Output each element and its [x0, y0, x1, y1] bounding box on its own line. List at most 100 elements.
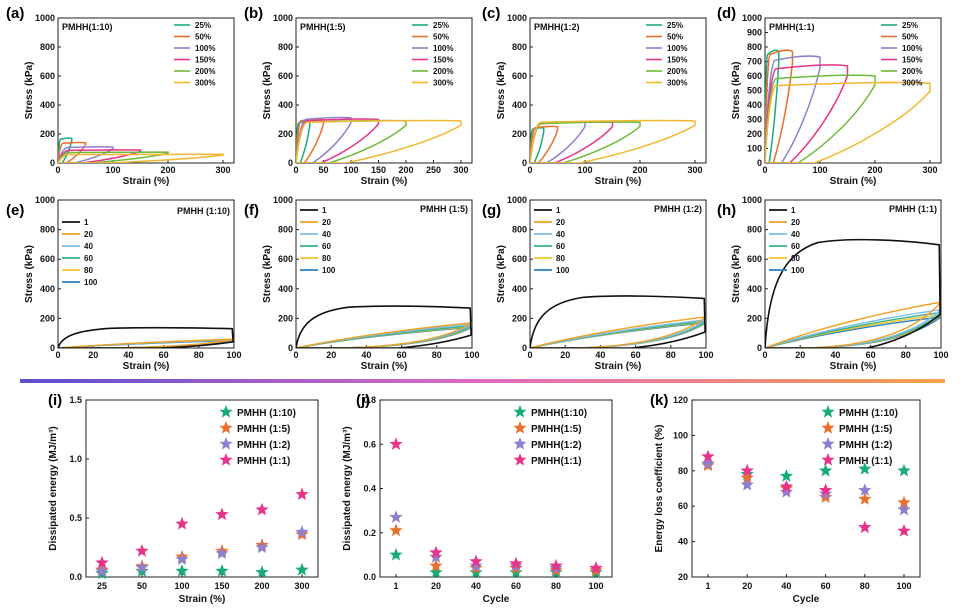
legend-label: PMHH (1:1): [839, 456, 892, 467]
x-tick-label: 80: [860, 581, 870, 591]
data-point-PMHH12-2: [175, 552, 189, 565]
legend-label: PMHH (1:10): [237, 408, 296, 419]
y-axis-label: Dissipated energy (MJ/m³): [48, 426, 59, 550]
x-axis-label: Strain (%): [123, 176, 170, 187]
x-tick-label: 100: [588, 581, 603, 591]
data-point-PMHH11-0: [95, 555, 109, 569]
x-tick-label: 200: [398, 165, 413, 175]
x-tick-label: 20: [326, 350, 336, 360]
legend-label: PMHH (1:10): [839, 408, 898, 419]
y-tick-label: 0: [757, 158, 762, 168]
x-tick-label: 100: [577, 165, 592, 175]
legend-star: [513, 453, 527, 466]
panel-label-b: (b): [244, 5, 263, 22]
panel-label-f: (f): [244, 202, 259, 219]
y-tick-label: 1000: [507, 13, 527, 23]
panel-h: 0 200 400 600 800 1000 0 20 40 60 80 100 Strain (%) S…: [731, 195, 949, 372]
legend-label: PMHH(1:1): [531, 456, 582, 467]
x-tick-label: 40: [830, 350, 840, 360]
legend-label: 100: [322, 266, 336, 275]
x-tick-label: 100: [896, 581, 911, 591]
data-point-PMHH12-3: [215, 546, 229, 560]
legend-label: 150%: [902, 56, 922, 65]
x-tick-label: 150: [214, 581, 229, 591]
y-tick-label: 200: [40, 313, 55, 323]
series-group: [530, 295, 706, 348]
x-tick-label: 80: [432, 350, 442, 360]
data-point-PMHH12-4: [255, 540, 269, 554]
x-tick-label: 0: [293, 350, 298, 360]
y-tick-label: 400: [747, 284, 762, 294]
legend-label: 40: [556, 230, 565, 239]
y-tick-label: 400: [278, 284, 293, 294]
series-group: [765, 238, 941, 348]
panel-title: PMHH (1:5): [420, 204, 468, 214]
x-axis-label: Strain (%): [830, 361, 877, 372]
x-tick-label: 100: [698, 350, 713, 360]
y-tick-label: 0.2: [363, 528, 376, 538]
legend-label: PMHH (1:2): [237, 440, 290, 451]
legend-label: 200%: [195, 67, 215, 76]
x-axis-label: Strain (%): [595, 176, 642, 187]
loop-25pct: [765, 49, 780, 163]
y-tick-label: 0.5: [69, 513, 82, 523]
divider-gradient-bar: [20, 379, 945, 383]
loop-300pct: [765, 81, 931, 163]
data-point-PMHH15-1: [740, 470, 754, 484]
data-point-PMHH11-2: [175, 516, 189, 530]
y-tick-label: 20: [678, 572, 688, 582]
panel-title: PMHH(1:5): [300, 22, 346, 32]
data-point-PMHH110-5: [897, 463, 911, 477]
legend-label: 20: [322, 218, 331, 227]
legend-label: PMHH (1:2): [839, 440, 892, 451]
y-tick-label: 0: [522, 158, 527, 168]
data-point-PMHH11-1: [429, 545, 443, 559]
x-axis-label: Strain (%): [361, 361, 408, 372]
legend-star: [513, 437, 527, 450]
y-tick-label: 40: [678, 537, 688, 547]
y-tick-label: 1000: [35, 195, 55, 205]
loop-300pct: [296, 119, 462, 163]
x-tick-label: 60: [159, 350, 169, 360]
plot-frame: [529, 17, 707, 164]
x-tick-label: 60: [631, 350, 641, 360]
x-tick-label: 20: [795, 350, 805, 360]
y-tick-label: 60: [678, 501, 688, 511]
legend-star: [513, 405, 527, 418]
x-tick-label: 300: [215, 165, 230, 175]
data-point-PMHH110-1: [429, 565, 443, 579]
legend-label: 300%: [902, 79, 922, 88]
y-tick-label: 700: [747, 57, 762, 67]
panel-label-d: (d): [717, 5, 736, 22]
y-tick-label: 1000: [742, 13, 762, 23]
cycle-20-loop: [765, 301, 941, 348]
x-tick-label: 80: [666, 350, 676, 360]
y-tick-label: 0.0: [69, 572, 82, 582]
x-tick-label: 0: [762, 350, 767, 360]
x-tick-label: 200: [867, 165, 882, 175]
legend-label: 60: [556, 242, 565, 251]
x-tick-label: 25: [97, 581, 107, 591]
data-point-PMHH11-3: [818, 483, 833, 496]
x-tick-label: 20: [431, 581, 441, 591]
y-tick-label: 1000: [742, 195, 762, 205]
series-group: [58, 326, 234, 348]
panel-label-h: (h): [717, 202, 736, 219]
y-tick-label: 200: [747, 129, 762, 139]
x-tick-label: 0: [527, 165, 532, 175]
panel-c: 0 200 400 600 800 1000 0 100 200 300 Strain (%) Str…: [496, 13, 707, 187]
legend-label: PMHH (1:5): [839, 424, 892, 435]
x-tick-label: 100: [105, 165, 120, 175]
data-point-PMHH12-1: [740, 477, 754, 491]
panel-i: 0.0 0.5 1.0 1.5 25 50 100 150 200 300 Strain (%) Di…: [48, 395, 319, 605]
legend-label: 20: [556, 218, 565, 227]
y-tick-label: 500: [747, 86, 762, 96]
legend-label: 80: [791, 254, 800, 263]
data-point-PMHH110-2: [469, 565, 483, 579]
panel-a: 0 200 400 600 800 1000 0 100 200 300 Strain (%) Str…: [24, 13, 235, 187]
x-axis-label: Cycle: [793, 594, 820, 605]
cycle-100-loop: [296, 326, 472, 348]
x-tick-label: 200: [632, 165, 647, 175]
x-tick-label: 1: [393, 581, 398, 591]
legend-star: [219, 453, 233, 466]
